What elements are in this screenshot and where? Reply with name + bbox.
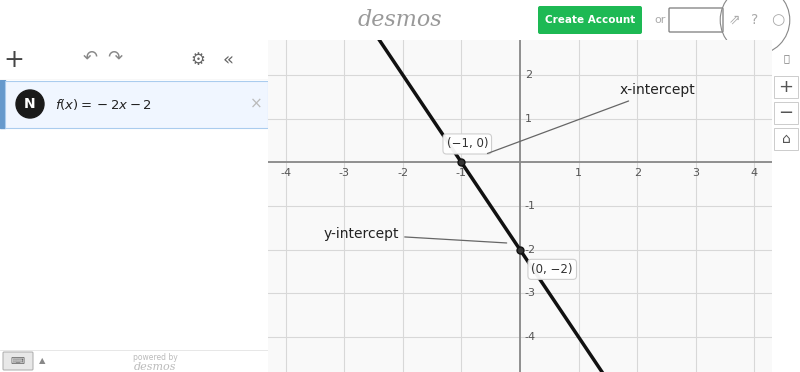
Text: 3: 3 <box>692 167 699 177</box>
Text: ⌂: ⌂ <box>782 132 790 146</box>
Text: ⇗: ⇗ <box>729 13 741 27</box>
Text: 1: 1 <box>525 113 532 124</box>
Text: ≡: ≡ <box>10 11 25 29</box>
Text: ▲: ▲ <box>38 356 46 366</box>
Bar <box>0 80 5 128</box>
Text: $f(x) = -2x - 2$: $f(x) = -2x - 2$ <box>55 96 152 112</box>
FancyBboxPatch shape <box>538 6 642 34</box>
FancyBboxPatch shape <box>774 76 798 98</box>
FancyBboxPatch shape <box>774 102 798 124</box>
FancyBboxPatch shape <box>3 352 33 370</box>
Text: -2: -2 <box>398 167 408 177</box>
Text: 2: 2 <box>634 167 641 177</box>
Text: Sign In: Sign In <box>678 15 714 25</box>
Text: «: « <box>222 51 234 69</box>
Text: ↶: ↶ <box>82 49 98 67</box>
Text: ○: ○ <box>771 13 785 28</box>
Text: -3: -3 <box>338 167 350 177</box>
Text: ×: × <box>250 96 262 112</box>
Text: +: + <box>778 78 794 96</box>
FancyBboxPatch shape <box>5 81 268 128</box>
Text: -2: -2 <box>525 245 536 255</box>
Text: 2: 2 <box>525 70 532 80</box>
Text: N: N <box>24 97 36 111</box>
Text: (0, −2): (0, −2) <box>531 263 573 276</box>
Circle shape <box>16 90 44 118</box>
Text: or: or <box>654 15 666 25</box>
Text: ?: ? <box>751 13 758 27</box>
Text: ⚙: ⚙ <box>190 51 206 69</box>
Text: −: − <box>778 104 794 122</box>
Text: 4: 4 <box>751 167 758 177</box>
Text: powered by: powered by <box>133 353 178 362</box>
Text: ⌨: ⌨ <box>11 356 25 366</box>
Text: -4: -4 <box>525 332 536 342</box>
Text: -1: -1 <box>456 167 467 177</box>
Text: (−1, 0): (−1, 0) <box>446 138 488 150</box>
FancyBboxPatch shape <box>774 128 798 150</box>
Text: ↷: ↷ <box>107 49 122 67</box>
Text: Create Account: Create Account <box>545 15 635 25</box>
Text: y-intercept: y-intercept <box>324 227 506 243</box>
Text: 1: 1 <box>575 167 582 177</box>
Text: +: + <box>3 48 25 72</box>
Text: x-intercept: x-intercept <box>487 83 695 154</box>
Text: -4: -4 <box>280 167 291 177</box>
Text: -1: -1 <box>525 201 536 211</box>
Text: desmos: desmos <box>358 9 442 31</box>
Text: Untitled Graph: Untitled Graph <box>32 13 130 26</box>
Text: 🔧: 🔧 <box>783 53 789 63</box>
Text: -3: -3 <box>525 288 536 298</box>
Text: desmos: desmos <box>134 362 176 372</box>
